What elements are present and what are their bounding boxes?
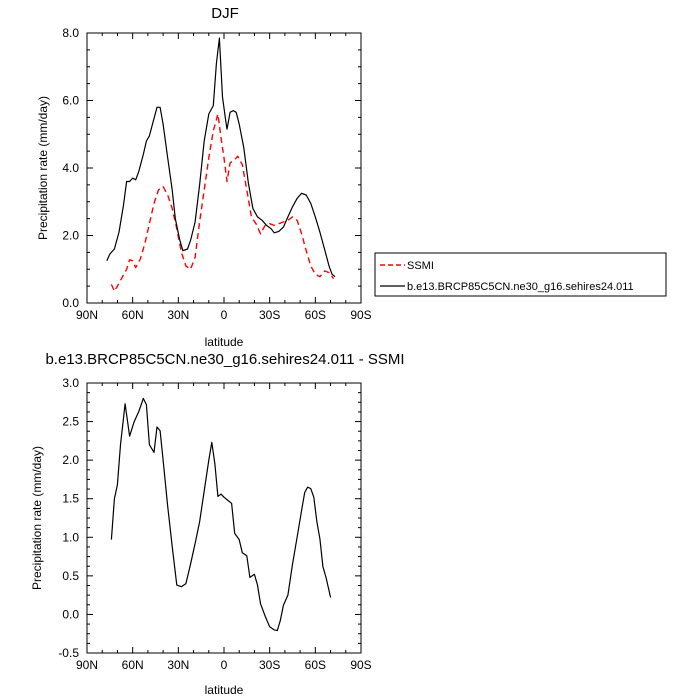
bottom-x-tick-label: 60S — [305, 658, 326, 672]
bottom-x-tick-label: 90S — [350, 658, 371, 672]
bottom-y-tick-label: 3.0 — [62, 376, 79, 390]
top-x-tick-label: 90S — [350, 308, 371, 322]
bottom-panel: b.e13.BRCP85C5CN.ne30_g16.sehires24.011 … — [30, 351, 405, 697]
bottom-y-tick-label: 0.5 — [62, 569, 79, 583]
top-x-tick-label: 60N — [122, 308, 144, 322]
bottom-x-tick-label: 0 — [221, 658, 228, 672]
bottom-y-tick-label: 1.0 — [62, 530, 79, 544]
top-y-tick-label: 0.0 — [62, 296, 79, 310]
bottom-chart-title: b.e13.BRCP85C5CN.ne30_g16.sehires24.011 … — [45, 351, 404, 368]
top-x-tick-label: 30N — [167, 308, 189, 322]
legend: SSMI b.e13.BRCP85C5CN.ne30_g16.sehires24… — [374, 252, 667, 297]
bottom-x-tick-label: 90N — [76, 658, 98, 672]
bottom-y-axis-label: Precipitation rate (mm/day) — [30, 446, 44, 590]
top-x-tick-label: 90N — [76, 308, 98, 322]
top-chart-title: DJF — [211, 5, 239, 22]
bottom-y-tick-label: 2.0 — [62, 453, 79, 467]
top-x-tick-label: 0 — [221, 308, 228, 322]
top-y-axis-label: Precipitation rate (mm/day) — [36, 96, 50, 240]
legend-label-model: b.e13.BRCP85C5CN.ne30_g16.sehires24.011 — [407, 281, 634, 293]
bottom-y-tick-label: 0.0 — [62, 607, 79, 621]
bottom-series-line-0 — [110, 397, 332, 632]
top-x-axis-label: latitude — [205, 335, 244, 349]
legend-box — [374, 252, 667, 297]
top-y-tick-label: 2.0 — [62, 229, 79, 243]
top-y-tick-label: 4.0 — [62, 161, 79, 175]
legend-label-ssmi: SSMI — [407, 260, 434, 272]
top-panel: DJF 90N 60N 30N 0 30S 60S 90S 0.0 2.0 4.0 6.0 8.0 P… — [36, 5, 372, 349]
top-series-line-0 — [110, 113, 335, 292]
top-plot-area: 90N 60N 30N 0 30S 60S 90S 0.0 2.0 4.0 6.0 8.0 — [62, 26, 371, 322]
top-plot-frame — [86, 32, 362, 304]
bottom-y-tick-label: -0.5 — [58, 646, 79, 660]
top-series-line-1 — [106, 37, 336, 278]
bottom-x-tick-label: 60N — [122, 658, 144, 672]
top-x-tick-label: 30S — [259, 308, 280, 322]
bottom-x-tick-label: 30S — [259, 658, 280, 672]
bottom-x-tick-label: 30N — [167, 658, 189, 672]
bottom-x-axis-label: latitude — [205, 683, 244, 697]
bottom-y-tick-label: 1.5 — [62, 492, 79, 506]
bottom-plot-area: 90N 60N 30N 0 30S 60S 90S -0.5 0.0 0.5 1.0 1.5 2.0 2.… — [58, 376, 371, 672]
bottom-y-tick-label: 2.5 — [62, 415, 79, 429]
top-y-tick-label: 8.0 — [62, 26, 79, 40]
top-y-tick-label: 6.0 — [62, 94, 79, 108]
top-x-tick-label: 60S — [305, 308, 326, 322]
